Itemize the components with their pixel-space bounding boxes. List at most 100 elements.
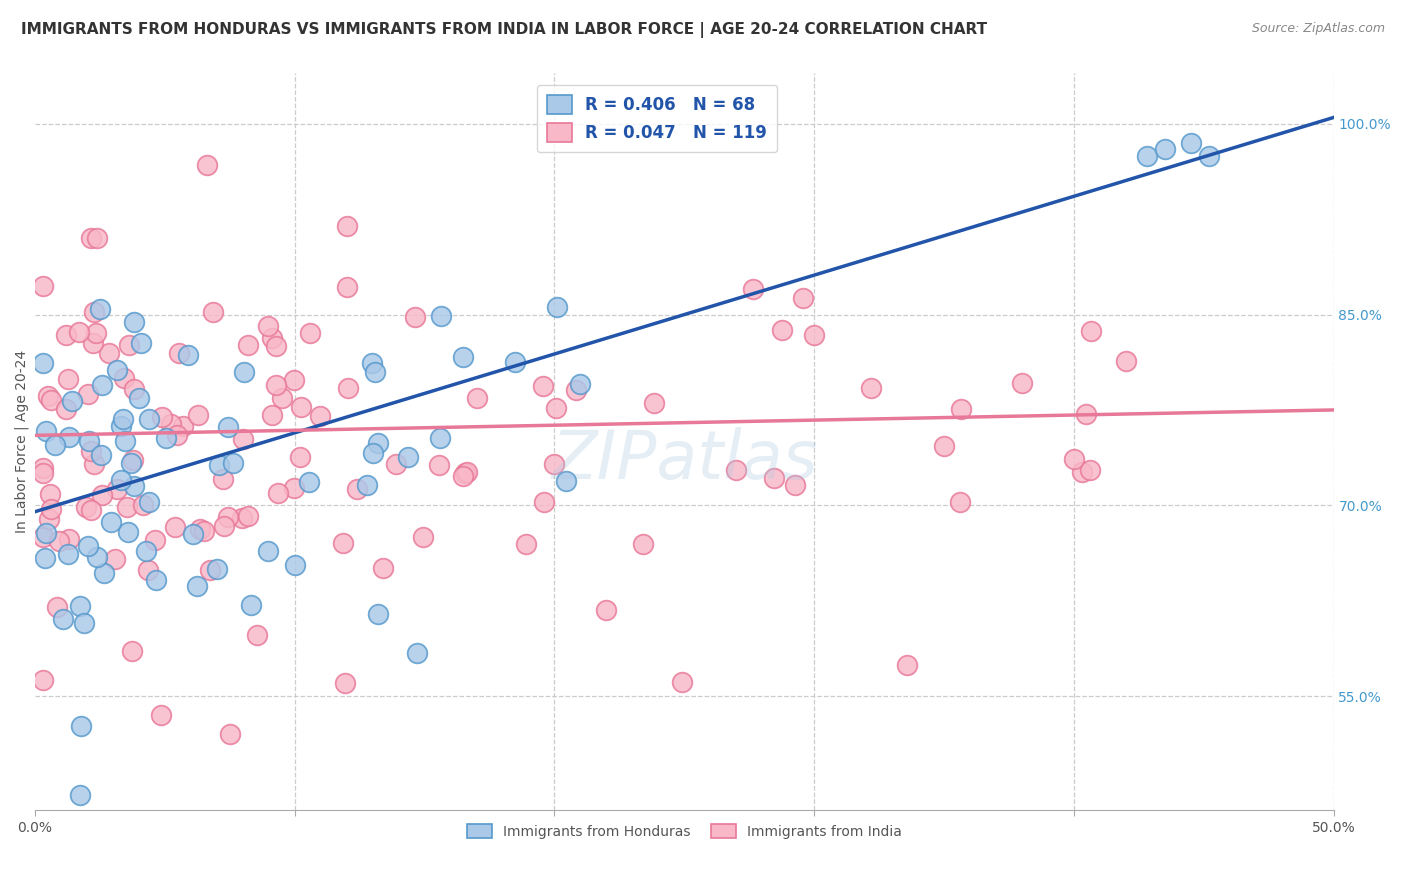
Point xyxy=(39,502,62,516)
Point xyxy=(453,351,475,365)
Point xyxy=(267,485,290,500)
Point xyxy=(465,391,488,405)
Point xyxy=(128,391,150,405)
Point xyxy=(214,519,236,533)
Point xyxy=(129,335,152,350)
Point xyxy=(90,378,112,392)
Y-axis label: In Labor Force | Age 20-24: In Labor Force | Age 20-24 xyxy=(15,351,30,533)
Point xyxy=(429,431,451,445)
Point xyxy=(35,525,58,540)
Point xyxy=(134,544,156,558)
Point xyxy=(89,302,111,317)
Point xyxy=(38,511,60,525)
Point xyxy=(56,372,79,386)
Point xyxy=(193,524,215,538)
Point xyxy=(91,488,114,502)
Point xyxy=(122,453,145,467)
Point xyxy=(34,550,56,565)
Point xyxy=(31,673,53,687)
Point xyxy=(859,381,882,395)
Point xyxy=(145,574,167,588)
Point xyxy=(217,419,239,434)
Point xyxy=(67,325,90,339)
Point xyxy=(31,356,53,370)
Point xyxy=(1115,354,1137,368)
Point xyxy=(187,408,209,422)
Point xyxy=(238,338,260,352)
Point xyxy=(149,708,172,723)
Point xyxy=(264,339,287,353)
Point xyxy=(290,400,312,414)
Point xyxy=(80,231,103,245)
Text: Source: ZipAtlas.com: Source: ZipAtlas.com xyxy=(1251,22,1385,36)
Point xyxy=(451,469,474,483)
Point xyxy=(58,532,80,546)
Point xyxy=(231,510,253,524)
Point xyxy=(1180,136,1202,150)
Point xyxy=(783,478,806,492)
Point xyxy=(367,436,389,450)
Point xyxy=(246,627,269,641)
Point xyxy=(120,456,142,470)
Point xyxy=(165,520,187,534)
Point xyxy=(505,355,527,369)
Point xyxy=(298,326,321,340)
Point xyxy=(361,356,384,370)
Point xyxy=(335,676,357,690)
Point xyxy=(52,612,75,626)
Point xyxy=(724,463,747,477)
Point xyxy=(80,444,103,458)
Point xyxy=(205,562,228,576)
Point xyxy=(364,365,387,379)
Point xyxy=(396,450,419,464)
Point xyxy=(58,430,80,444)
Point xyxy=(404,310,426,324)
Point xyxy=(271,391,294,405)
Point xyxy=(543,457,565,471)
Point xyxy=(107,363,129,377)
Point xyxy=(260,331,283,345)
Point xyxy=(406,646,429,660)
Text: ZIPatlas: ZIPatlas xyxy=(551,427,817,493)
Point xyxy=(1063,451,1085,466)
Point xyxy=(172,419,194,434)
Point xyxy=(112,370,135,384)
Point xyxy=(121,644,143,658)
Point xyxy=(533,495,555,509)
Point xyxy=(69,789,91,803)
Point xyxy=(122,382,145,396)
Point xyxy=(70,719,93,733)
Point xyxy=(186,579,208,593)
Point xyxy=(166,428,188,442)
Point xyxy=(75,500,97,515)
Point xyxy=(1198,148,1220,162)
Point xyxy=(427,458,450,473)
Point xyxy=(44,438,66,452)
Point xyxy=(31,279,53,293)
Point xyxy=(100,515,122,529)
Point xyxy=(240,598,263,612)
Point xyxy=(336,381,359,395)
Point xyxy=(531,379,554,393)
Point xyxy=(136,563,159,577)
Point xyxy=(198,563,221,577)
Point xyxy=(284,558,307,573)
Point xyxy=(45,600,67,615)
Point xyxy=(232,433,254,447)
Point xyxy=(104,552,127,566)
Point xyxy=(949,495,972,509)
Point xyxy=(132,498,155,512)
Point xyxy=(77,539,100,553)
Point xyxy=(236,509,259,524)
Point xyxy=(1071,465,1094,479)
Point xyxy=(69,599,91,613)
Point xyxy=(1153,142,1175,156)
Point xyxy=(114,434,136,448)
Point xyxy=(86,549,108,564)
Point xyxy=(454,467,477,481)
Point xyxy=(177,348,200,362)
Point xyxy=(41,392,63,407)
Point xyxy=(138,412,160,426)
Point xyxy=(217,510,239,524)
Point xyxy=(1076,407,1098,421)
